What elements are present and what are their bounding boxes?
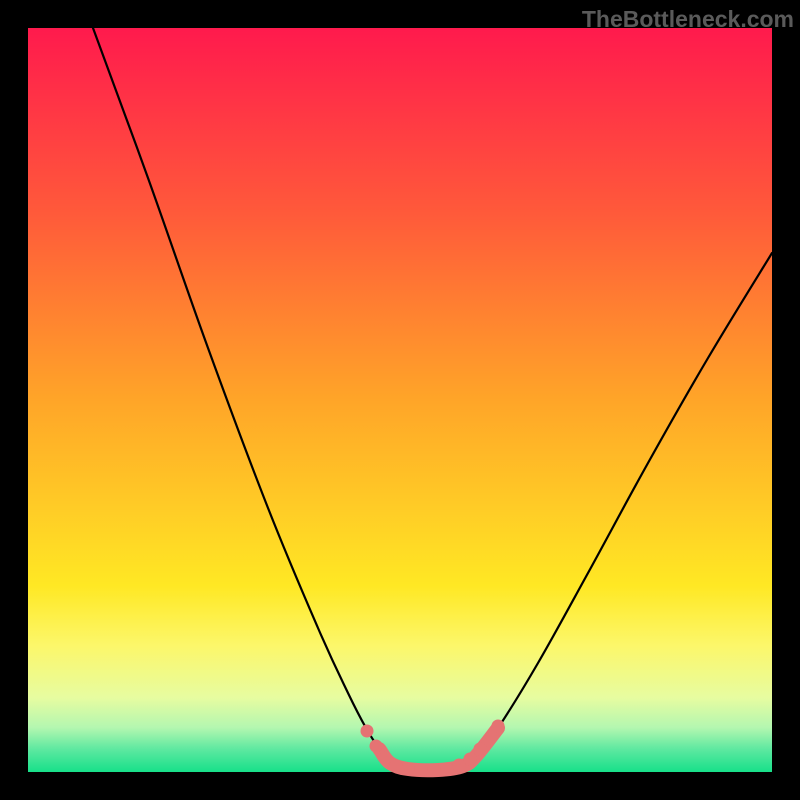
chart-frame: TheBottleneck.com: [0, 0, 800, 800]
marker-dot: [361, 725, 374, 738]
marker-dot: [402, 763, 415, 776]
marker-dot: [441, 763, 454, 776]
marker-dot: [370, 740, 383, 753]
marker-dot: [415, 764, 428, 777]
marker-dot: [379, 752, 392, 765]
marker-group: [361, 720, 505, 777]
bottleneck-curve: [93, 28, 772, 770]
marker-dot: [453, 759, 466, 772]
marker-dot: [474, 743, 487, 756]
marker-dot: [428, 764, 441, 777]
marker-dot: [390, 760, 403, 773]
curve-layer: [0, 0, 800, 800]
marker-dot: [464, 753, 477, 766]
watermark-text: TheBottleneck.com: [582, 6, 794, 33]
marker-dot: [492, 720, 505, 733]
